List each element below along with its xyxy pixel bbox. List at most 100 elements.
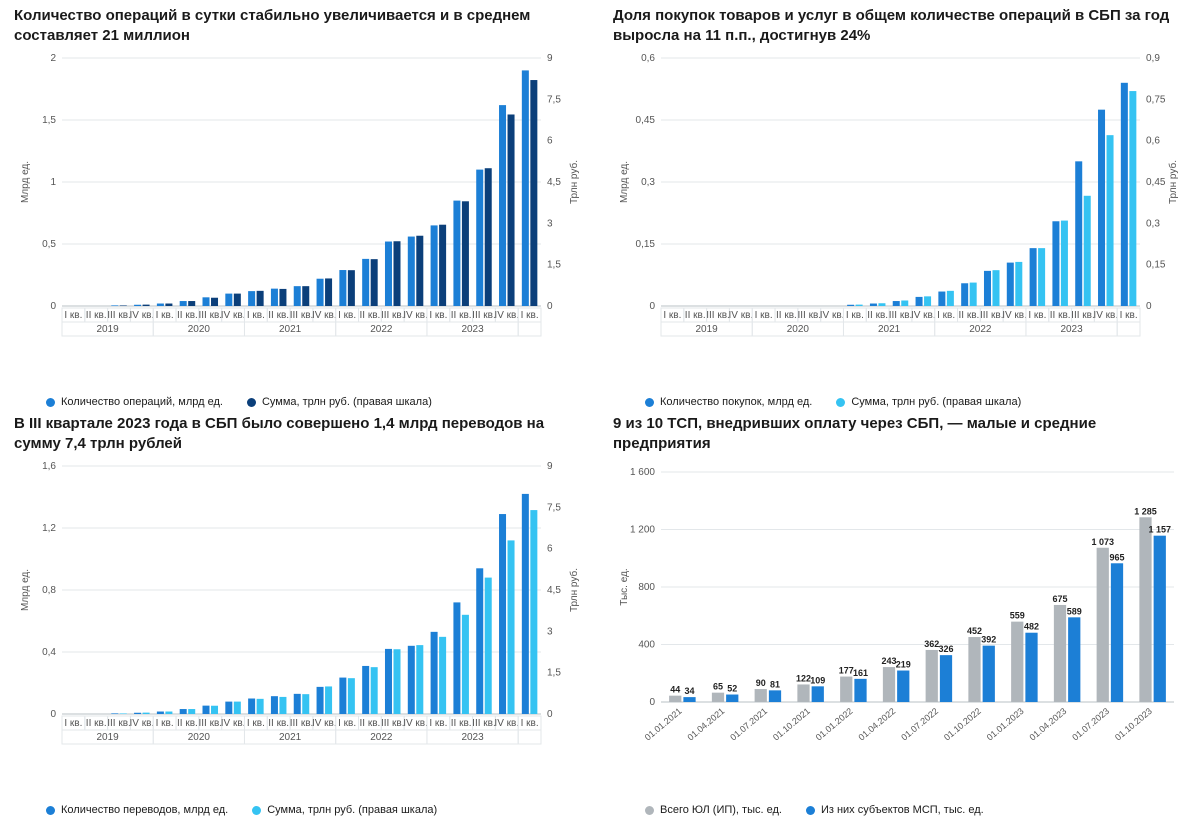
svg-text:IV кв.: IV кв.	[129, 310, 154, 321]
svg-text:122: 122	[796, 673, 811, 683]
svg-text:109: 109	[810, 675, 825, 685]
svg-text:6: 6	[547, 544, 553, 555]
legend-item: Количество покупок, млрд ед.	[645, 396, 812, 408]
svg-text:I кв.: I кв.	[156, 310, 174, 321]
chart-area: 00,150,30,450,600,150,30,450,60,750,9I к…	[613, 50, 1188, 394]
legend-item: Количество переводов, млрд ед.	[46, 804, 228, 816]
svg-text:4,5: 4,5	[547, 585, 561, 596]
svg-text:II кв.: II кв.	[268, 718, 289, 729]
svg-text:0,45: 0,45	[1146, 177, 1166, 188]
panel-share-purchases: Доля покупок товаров и услуг в общем кол…	[613, 6, 1188, 408]
legend-dot	[46, 806, 55, 815]
svg-text:4,5: 4,5	[547, 177, 561, 188]
svg-text:1,5: 1,5	[42, 115, 56, 126]
svg-text:161: 161	[853, 668, 868, 678]
svg-text:1,5: 1,5	[547, 668, 561, 679]
dashboard-grid: Количество операций в сутки стабильно ув…	[0, 0, 1200, 824]
svg-text:0,3: 0,3	[1146, 218, 1160, 229]
svg-text:01.01.2022: 01.01.2022	[814, 706, 855, 743]
svg-text:362: 362	[924, 639, 939, 649]
svg-text:1,6: 1,6	[42, 461, 56, 472]
svg-text:9: 9	[547, 53, 553, 64]
svg-text:81: 81	[770, 679, 780, 689]
svg-text:01.01.2023: 01.01.2023	[985, 706, 1026, 743]
svg-text:0: 0	[649, 301, 655, 312]
svg-text:Трлн руб.: Трлн руб.	[568, 568, 580, 612]
svg-text:Млрд ед.: Млрд ед.	[20, 161, 31, 203]
legend: Количество покупок, млрд ед. Сумма, трлн …	[613, 394, 1188, 408]
legend-label: Сумма, трлн руб. (правая шкала)	[851, 396, 1021, 408]
svg-text:2021: 2021	[279, 324, 302, 335]
svg-text:7,5: 7,5	[547, 94, 561, 105]
svg-text:800: 800	[638, 582, 655, 593]
svg-text:I кв.: I кв.	[247, 310, 265, 321]
svg-text:965: 965	[1109, 552, 1124, 562]
panel-title: В III квартале 2023 года в СБП было сове…	[14, 414, 589, 454]
panel-title: 9 из 10 ТСП, внедривших оплату через СБП…	[613, 414, 1188, 454]
svg-text:2023: 2023	[461, 732, 484, 743]
legend: Количество переводов, млрд ед.Сумма, трл…	[14, 802, 589, 816]
svg-text:1,5: 1,5	[547, 260, 561, 271]
panel-title: Доля покупок товаров и услуг в общем кол…	[613, 6, 1188, 46]
legend-item: Сумма, трлн руб. (правая шкала)	[836, 396, 1021, 408]
svg-text:II кв.: II кв.	[360, 310, 381, 321]
svg-text:I кв.: I кв.	[247, 718, 265, 729]
svg-text:0,15: 0,15	[1146, 260, 1166, 271]
panel-transfers: В III квартале 2023 года в СБП было сове…	[14, 414, 589, 816]
svg-text:II кв.: II кв.	[867, 310, 888, 321]
svg-text:Млрд ед.: Млрд ед.	[20, 569, 31, 611]
svg-text:44: 44	[670, 685, 680, 695]
svg-text:Млрд ед.: Млрд ед.	[619, 161, 630, 203]
svg-text:2022: 2022	[370, 324, 393, 335]
svg-text:II кв.: II кв.	[86, 310, 107, 321]
svg-text:III кв.: III кв.	[381, 718, 405, 729]
svg-text:0,6: 0,6	[641, 53, 655, 64]
svg-text:I кв.: I кв.	[156, 718, 174, 729]
panel-title: Количество операций в сутки стабильно ув…	[14, 6, 589, 46]
legend-item: Из них субъектов МСП, тыс. ед.	[806, 804, 984, 816]
svg-text:IV кв.: IV кв.	[728, 310, 753, 321]
svg-text:0,4: 0,4	[42, 647, 56, 658]
svg-text:IV кв.: IV кв.	[494, 310, 519, 321]
svg-text:II кв.: II кв.	[86, 718, 107, 729]
svg-text:Трлн руб.: Трлн руб.	[1167, 160, 1179, 204]
svg-text:I кв.: I кв.	[338, 310, 356, 321]
svg-text:IV кв.: IV кв.	[221, 718, 246, 729]
svg-text:0: 0	[1146, 301, 1152, 312]
svg-text:2022: 2022	[969, 324, 992, 335]
legend-dot	[252, 806, 261, 815]
svg-text:90: 90	[756, 678, 766, 688]
legend-item: Всего ЮЛ (ИП), тыс. ед.	[645, 804, 782, 816]
svg-text:III кв.: III кв.	[797, 310, 821, 321]
svg-text:II кв.: II кв.	[451, 718, 472, 729]
svg-text:0,75: 0,75	[1146, 94, 1166, 105]
svg-text:65: 65	[713, 682, 723, 692]
svg-text:01.04.2023: 01.04.2023	[1027, 706, 1068, 743]
svg-text:01.04.2021: 01.04.2021	[685, 706, 726, 743]
svg-text:392: 392	[981, 635, 996, 645]
svg-text:Тыс. ед.: Тыс. ед.	[619, 568, 630, 605]
legend-label: Количество покупок, млрд ед.	[660, 396, 812, 408]
svg-text:Трлн руб.: Трлн руб.	[568, 160, 580, 204]
svg-text:559: 559	[1010, 611, 1025, 621]
chart-area: 00,40,81,21,601,534,567,59I кв.II кв.III…	[14, 458, 589, 802]
svg-text:0,15: 0,15	[636, 239, 656, 250]
svg-text:2019: 2019	[96, 324, 119, 335]
svg-text:I кв.: I кв.	[521, 718, 539, 729]
svg-text:0,45: 0,45	[636, 115, 656, 126]
svg-text:01.10.2023: 01.10.2023	[1113, 706, 1154, 743]
svg-text:III кв.: III кв.	[107, 718, 131, 729]
panel-operations-per-day: Количество операций в сутки стабильно ув…	[14, 6, 589, 408]
svg-text:0: 0	[50, 709, 56, 720]
svg-text:01.07.2022: 01.07.2022	[899, 706, 940, 743]
svg-text:III кв.: III кв.	[290, 718, 314, 729]
svg-text:2019: 2019	[96, 732, 119, 743]
svg-text:1 200: 1 200	[630, 525, 655, 536]
svg-text:1,2: 1,2	[42, 523, 56, 534]
svg-text:0,8: 0,8	[42, 585, 56, 596]
svg-text:1 285: 1 285	[1134, 506, 1157, 516]
svg-text:2021: 2021	[878, 324, 901, 335]
svg-text:II кв.: II кв.	[685, 310, 706, 321]
svg-text:2019: 2019	[695, 324, 718, 335]
panel-tsp-sme: 9 из 10 ТСП, внедривших оплату через СБП…	[613, 414, 1188, 816]
